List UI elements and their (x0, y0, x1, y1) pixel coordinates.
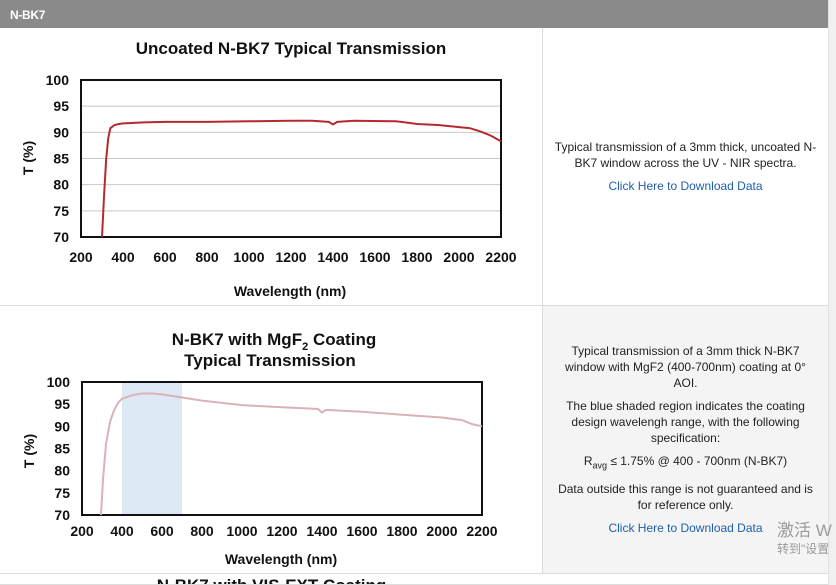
series-line (101, 119, 502, 238)
x-tick-label: 1600 (346, 523, 377, 539)
x-tick-label: 400 (111, 249, 135, 265)
spec-subscript: avg (592, 460, 607, 471)
y-tick-label: 100 (47, 374, 71, 390)
x-tick-label: 1800 (386, 523, 417, 539)
y-tick-label: 100 (46, 72, 70, 88)
section-title: N-BK7 (10, 8, 46, 22)
chart-cell-uncoated: Uncoated N-BK7 Typical Transmission 70 75… (0, 28, 543, 305)
x-tick-label: 200 (70, 523, 94, 539)
y-tick-label: 95 (54, 396, 70, 412)
download-data-link[interactable]: Click Here to Download Data (608, 179, 763, 193)
title-subscript: 2 (302, 341, 308, 353)
y-tick-label: 90 (54, 418, 70, 434)
uncoated-transmission-chart: Uncoated N-BK7 Typical Transmission 70 75… (20, 39, 517, 299)
y-tick-label: 75 (53, 203, 69, 219)
title-line1: N-BK7 with MgF (172, 330, 302, 349)
download-data-link[interactable]: Click Here to Download Data (608, 520, 763, 535)
chart-row-mgf2: N-BK7 with MgF2 Coating Typical Transmis… (0, 306, 828, 574)
coating-spec: Ravg ≤ 1.75% @ 400 - 700nm (N-BK7) (584, 453, 787, 473)
x-axis-label: Wavelength (nm) (225, 551, 337, 567)
y-tick-label: 95 (53, 98, 69, 114)
chart-title-line2: Typical Transmission (184, 351, 356, 370)
y-tick-label: 85 (53, 151, 69, 167)
x-tick-label: 800 (190, 523, 214, 539)
x-tick-label: 1400 (306, 523, 337, 539)
x-tick-label: 1800 (401, 249, 432, 265)
x-tick-label: 1200 (266, 523, 297, 539)
x-tick-label: 2000 (443, 249, 474, 265)
y-tick-label: 80 (53, 177, 69, 193)
y-tick-label: 90 (53, 124, 69, 140)
x-tick-label: 2200 (466, 523, 497, 539)
description-text-1: Typical transmission of a 3mm thick N-BK… (565, 344, 806, 391)
spec-symbol: R (583, 454, 593, 469)
description-text-2: The blue shaded region indicates the coa… (566, 399, 805, 446)
x-tick-label: 400 (110, 523, 134, 539)
y-axis-label: T (%) (20, 141, 36, 175)
chart-row-uncoated: Uncoated N-BK7 Typical Transmission 70 75… (0, 28, 828, 306)
y-tick-label: 70 (53, 229, 69, 245)
disclaimer-note: Data outside this range is not guarantee… (558, 481, 813, 512)
title-line1-suffix: Coating (308, 330, 376, 349)
y-tick-label: 75 (54, 485, 70, 501)
page-scrollbar[interactable] (828, 0, 836, 585)
x-tick-label: 600 (153, 249, 177, 265)
x-tick-label: 800 (195, 249, 219, 265)
mgf2-transmission-chart: N-BK7 with MgF2 Coating Typical Transmis… (21, 330, 498, 567)
y-tick-label: 85 (54, 441, 70, 457)
y-tick-label: 70 (54, 507, 70, 523)
series-line (100, 392, 483, 516)
chart-title: N-BK7 with MgF2 Coating (172, 330, 376, 353)
x-axis-label: Wavelength (nm) (234, 283, 346, 299)
chart-cell-mgf2: N-BK7 with MgF2 Coating Typical Transmis… (0, 306, 543, 573)
description-text: Typical transmission of a 3mm thick, unc… (554, 140, 817, 170)
y-tick-label: 80 (54, 463, 70, 479)
x-tick-label: 600 (150, 523, 174, 539)
x-tick-label: 1000 (226, 523, 257, 539)
x-tick-label: 1000 (233, 249, 264, 265)
x-tick-label: 1400 (317, 249, 348, 265)
next-chart-title: N-BK7 with VIS-EXT Coating (0, 576, 543, 584)
x-tick-label: 1200 (275, 249, 306, 265)
chart-title: Uncoated N-BK7 Typical Transmission (136, 39, 446, 58)
x-tick-label: 1600 (359, 249, 390, 265)
plot-frame (81, 381, 483, 516)
x-tick-label: 200 (69, 249, 93, 265)
description-mgf2: Typical transmission of a 3mm thick N-BK… (543, 306, 828, 573)
section-header: N-BK7 (0, 0, 828, 28)
x-tick-label: 2200 (485, 249, 516, 265)
coating-range-shade (122, 382, 182, 515)
description-uncoated: Typical transmission of a 3mm thick, unc… (543, 28, 828, 305)
x-tick-label: 2000 (426, 523, 457, 539)
chart-row-vis-ext: N-BK7 with VIS-EXT Coating (0, 574, 828, 585)
spec-text: ≤ 1.75% @ 400 - 700nm (N-BK7) (607, 454, 788, 469)
plot-frame (80, 79, 502, 238)
y-axis-label: T (%) (21, 434, 37, 468)
